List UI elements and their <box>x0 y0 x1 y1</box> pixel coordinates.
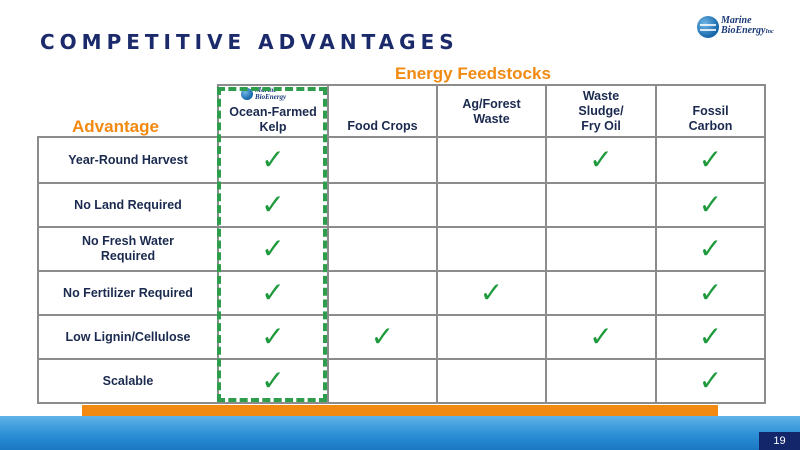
column-header-kelp: Marine BioEnergy Ocean-Farmed Kelp <box>217 84 329 138</box>
checkmark-icon: ✓ <box>261 276 285 309</box>
kelp-highlight-box <box>217 87 327 402</box>
footer-band <box>0 416 800 450</box>
check-cell <box>545 226 657 272</box>
column-header-line1: Food Crops <box>347 119 418 133</box>
check-cell <box>327 226 438 272</box>
column-header-line2: Waste <box>473 112 510 126</box>
check-cell <box>436 226 547 272</box>
row-label: Year-Round Harvest <box>37 136 219 184</box>
column-header-line2: Carbon <box>688 119 733 133</box>
logo-suffix: Inc <box>765 29 774 35</box>
check-cell: ✓ <box>327 314 438 360</box>
checkmark-icon: ✓ <box>261 232 285 265</box>
column-header-line2: Sludge/ <box>578 103 624 118</box>
logo-line2: BioEnergy <box>721 25 766 36</box>
column-header-line1: Ocean-Farmed <box>229 105 317 119</box>
logo-line1: Marine <box>721 15 752 26</box>
table-row: No Fertilizer Required ✓ ✓ ✓ <box>37 270 766 316</box>
checkmark-icon: ✓ <box>261 320 285 353</box>
row-label: Low Lignin/Cellulose <box>37 314 219 360</box>
check-cell <box>436 358 547 404</box>
row-label: No Fertilizer Required <box>37 270 219 316</box>
checkmark-icon: ✓ <box>698 364 723 397</box>
table-row: No Land Required ✓ ✓ <box>37 182 766 228</box>
comparison-table: Marine BioEnergy Ocean-Farmed Kelp Food C… <box>37 84 766 404</box>
check-cell <box>436 314 547 360</box>
check-cell <box>327 182 438 228</box>
column-header-ag-forest: Ag/Forest Waste <box>436 84 547 138</box>
check-cell: ✓ <box>217 270 329 316</box>
check-cell: ✓ <box>655 226 766 272</box>
row-label: Scalable <box>37 358 219 404</box>
table-row: No Fresh Water Required ✓ ✓ <box>37 226 766 272</box>
column-header-line3: Fry Oil <box>581 118 621 133</box>
checkmark-icon: ✓ <box>479 276 504 309</box>
check-cell <box>545 270 657 316</box>
column-header-fossil-carbon: Fossil Carbon <box>655 84 766 138</box>
checkmark-icon: ✓ <box>698 143 723 176</box>
check-cell: ✓ <box>217 358 329 404</box>
globe-icon <box>241 88 253 100</box>
checkmark-icon: ✓ <box>589 143 613 176</box>
check-cell: ✓ <box>217 136 329 184</box>
table-row: Scalable ✓ ✓ <box>37 358 766 404</box>
check-cell <box>436 136 547 184</box>
check-cell <box>545 358 657 404</box>
column-header-line1: Fossil <box>692 104 729 118</box>
check-cell: ✓ <box>217 226 329 272</box>
check-cell <box>327 270 438 316</box>
check-cell: ✓ <box>655 136 766 184</box>
check-cell <box>327 136 438 184</box>
row-label: No Land Required <box>37 182 219 228</box>
check-cell: ✓ <box>655 270 766 316</box>
company-logo-text: Marine BioEnergyInc <box>721 16 781 37</box>
table-header-row: Marine BioEnergy Ocean-Farmed Kelp Food C… <box>38 84 766 138</box>
checkmark-icon: ✓ <box>370 320 395 353</box>
column-header-line1: Waste <box>582 88 620 103</box>
orange-accent-bar <box>82 405 718 416</box>
checkmark-icon: ✓ <box>698 188 723 221</box>
check-cell: ✓ <box>217 314 329 360</box>
checkmark-icon: ✓ <box>589 320 613 353</box>
check-cell: ✓ <box>655 182 766 228</box>
table-row: Low Lignin/Cellulose ✓ ✓ ✓ ✓ <box>37 314 766 360</box>
check-cell: ✓ <box>436 270 547 316</box>
row-label: No Fresh Water Required <box>37 226 219 272</box>
globe-icon <box>697 16 719 38</box>
check-cell: ✓ <box>655 314 766 360</box>
table-row: Year-Round Harvest ✓ ✓ ✓ <box>37 136 766 184</box>
column-header-line2: Kelp <box>259 120 287 134</box>
corner-cell <box>38 85 219 138</box>
energy-feedstocks-header: Energy Feedstocks <box>395 64 551 83</box>
check-cell: ✓ <box>655 358 766 404</box>
column-header-food-crops: Food Crops <box>327 84 438 138</box>
checkmark-icon: ✓ <box>261 188 285 221</box>
column-header-waste-sludge: Waste Sludge/ Fry Oil <box>545 84 657 138</box>
checkmark-icon: ✓ <box>698 320 723 353</box>
page-number: 19 <box>759 432 800 450</box>
checkmark-icon: ✓ <box>261 364 285 397</box>
check-cell: ✓ <box>545 136 657 184</box>
checkmark-icon: ✓ <box>698 232 723 265</box>
check-cell <box>327 358 438 404</box>
column-header-line1: Ag/Forest <box>462 97 521 111</box>
check-cell: ✓ <box>545 314 657 360</box>
checkmark-icon: ✓ <box>698 276 723 309</box>
checkmark-icon: ✓ <box>261 143 285 176</box>
check-cell: ✓ <box>217 182 329 228</box>
check-cell <box>545 182 657 228</box>
company-logo: Marine BioEnergyInc <box>697 14 779 42</box>
slide-title: COMPETITIVE ADVANTAGES <box>40 30 459 54</box>
check-cell <box>436 182 547 228</box>
